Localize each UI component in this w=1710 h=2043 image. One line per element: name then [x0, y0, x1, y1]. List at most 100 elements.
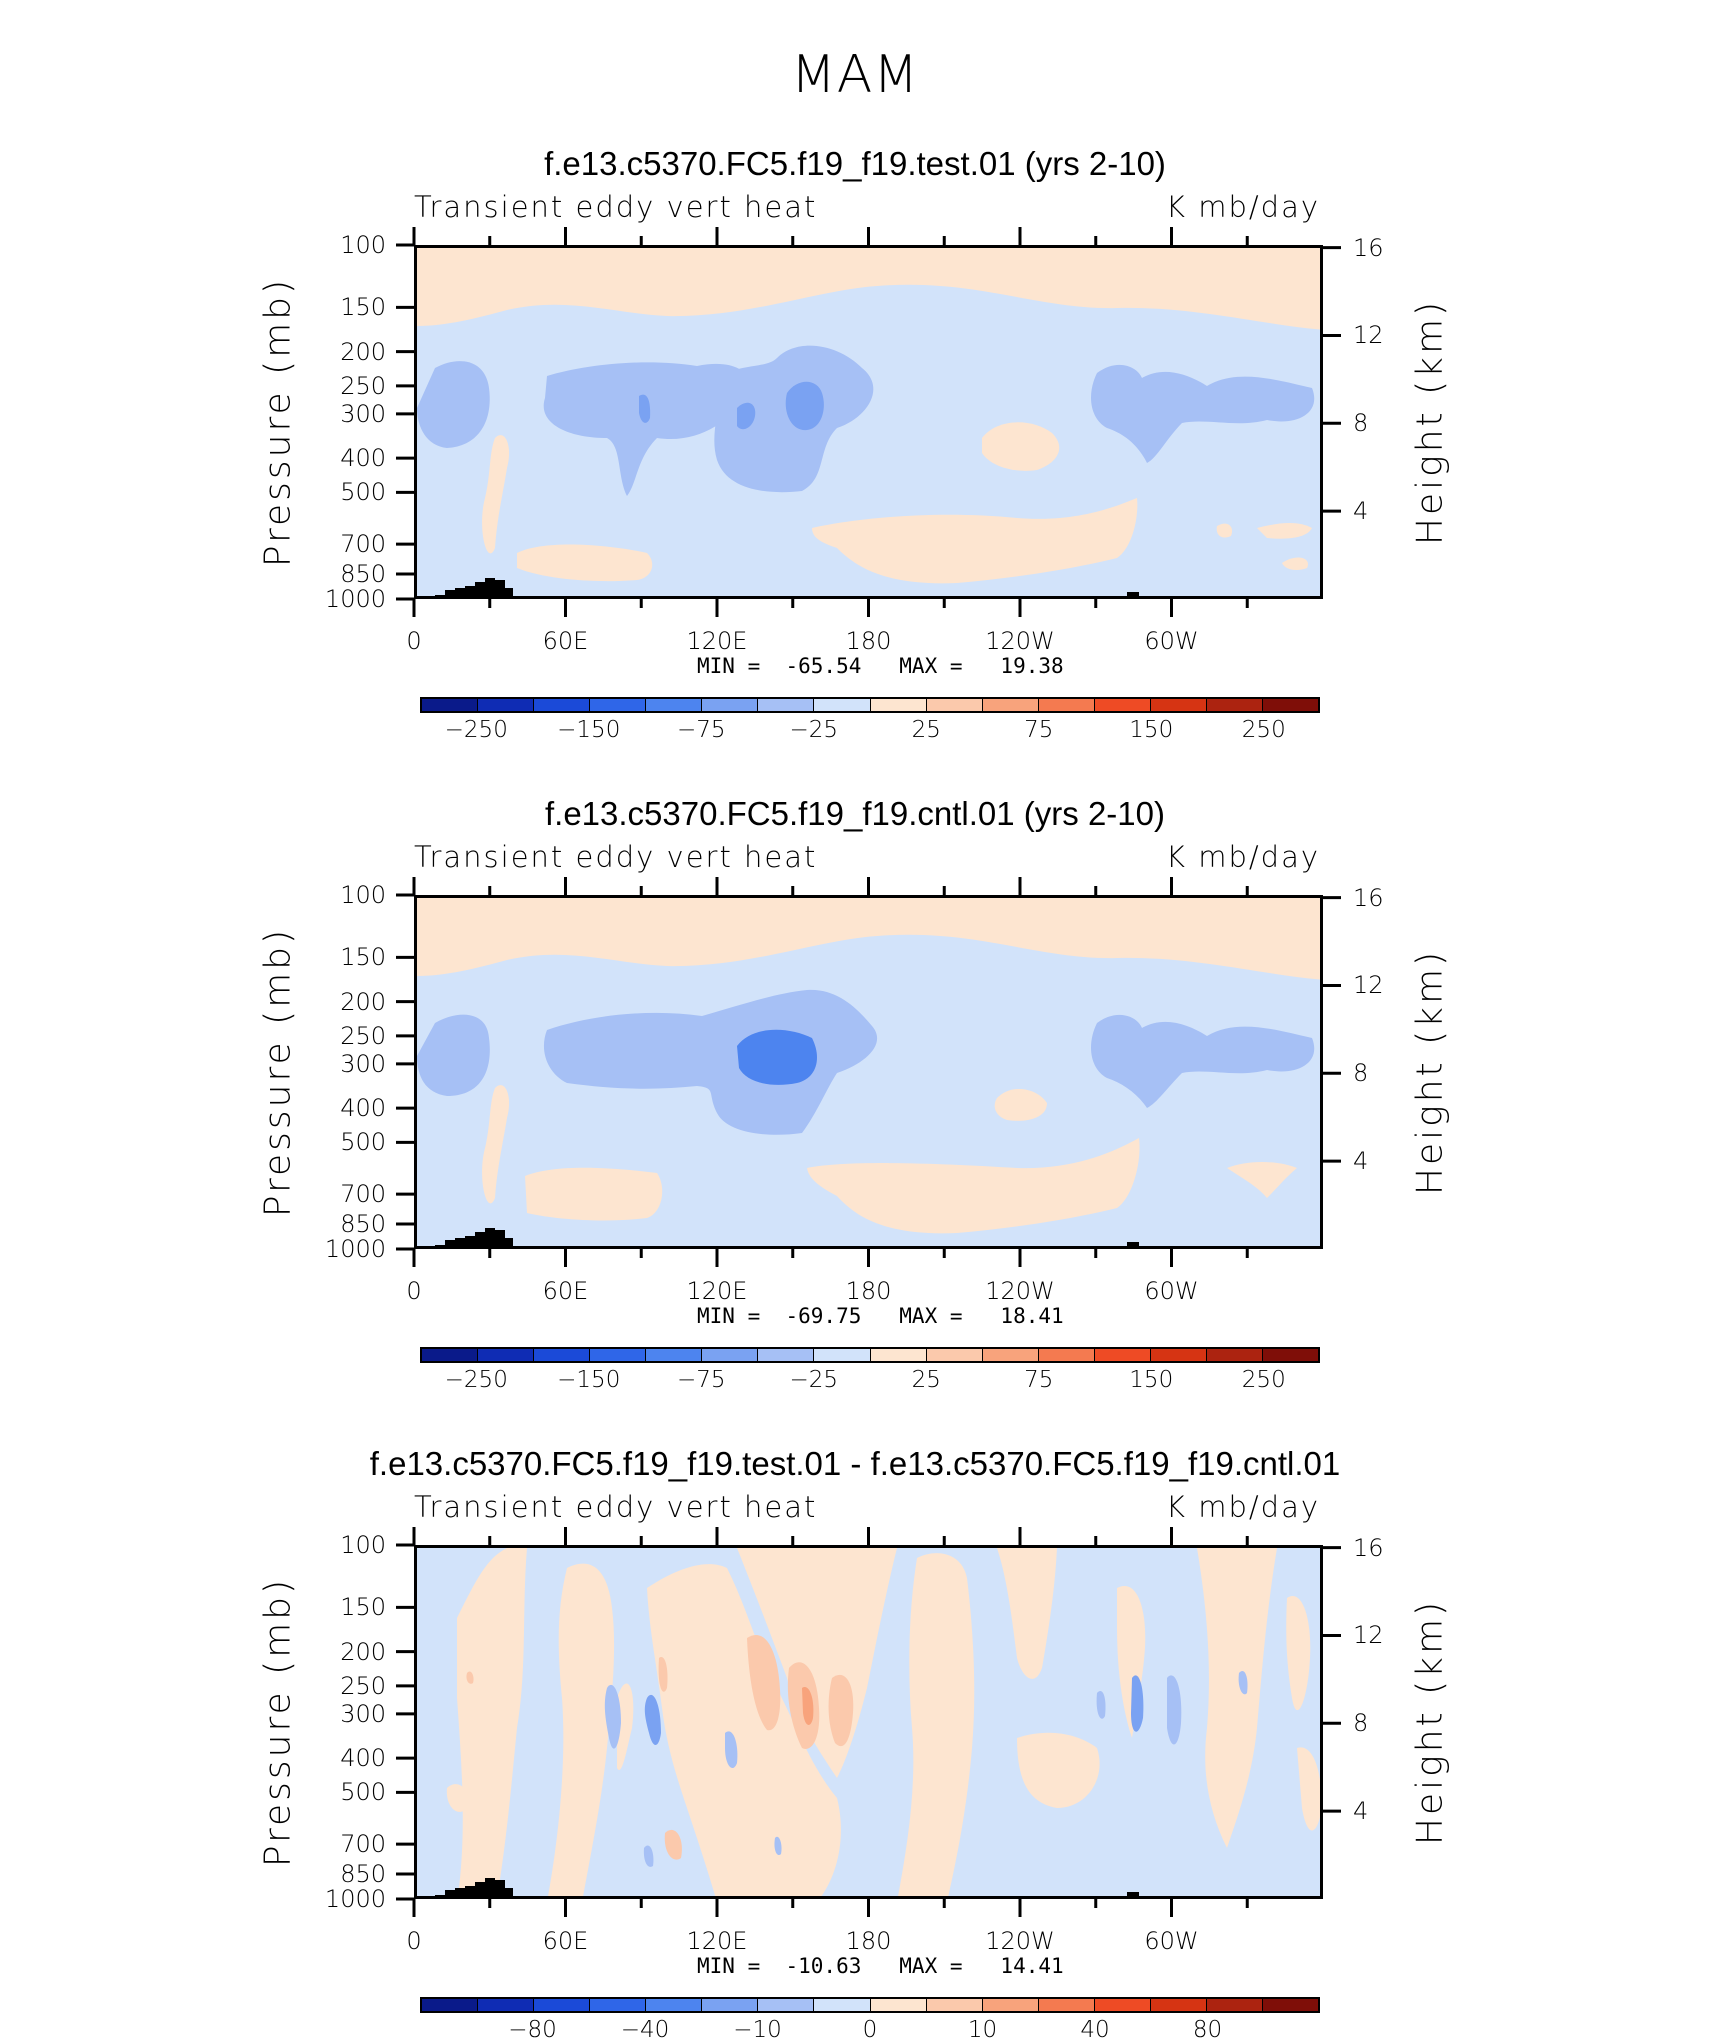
- colorbar-swatch: [870, 699, 927, 711]
- colorbar-swatch: [926, 1999, 983, 2011]
- colorbar-swatch: [758, 1349, 815, 1361]
- orography-bar: [455, 1888, 465, 1896]
- orography-bar: [435, 595, 445, 596]
- colorbar-swatch: [422, 1349, 479, 1361]
- colorbar: [420, 1347, 1320, 1363]
- x-tick-label: 60W: [1144, 627, 1199, 655]
- colorbar-label: 150: [1129, 1367, 1174, 1393]
- contour-region: [446, 1784, 468, 1812]
- x-tick-label: 120E: [686, 1277, 748, 1305]
- panel-title: f.e13.c5370.FC5.f19_f19.test.01 (yrs 2-1…: [544, 145, 1166, 182]
- x-tick-label: 60W: [1144, 1927, 1199, 1955]
- colorbar: [420, 1997, 1320, 2013]
- y-tick-label: 700: [340, 1180, 386, 1209]
- contour-region: [1167, 1675, 1182, 1745]
- y-tick-label: 400: [340, 1744, 386, 1773]
- contour-region: [994, 1088, 1047, 1121]
- orography-bar: [475, 1882, 485, 1896]
- contour-region: [417, 898, 1320, 980]
- colorbar-label: 80: [1192, 2017, 1223, 2043]
- x-tick-label: 60E: [542, 1277, 589, 1305]
- colorbar-label: 150: [1129, 717, 1174, 743]
- units-label: K mb/day: [1166, 190, 1321, 224]
- contour-region: [1257, 523, 1312, 539]
- colorbar-label: 25: [911, 1367, 941, 1393]
- colorbar-swatch: [870, 1349, 927, 1361]
- colorbar-swatch: [982, 1999, 1039, 2011]
- contour-region: [417, 248, 1320, 330]
- contour-region: [812, 498, 1138, 584]
- contour-region: [543, 362, 750, 496]
- y2-tick-label: 12: [1353, 1621, 1384, 1650]
- x-tick-label: 120E: [686, 627, 748, 655]
- y-tick-label: 300: [340, 399, 386, 428]
- colorbar-swatch: [814, 1999, 871, 2011]
- colorbar-swatch: [590, 1999, 647, 2011]
- y-tick-label: 850: [340, 560, 386, 588]
- colorbar-swatch: [1262, 699, 1318, 711]
- contour-field: [417, 1548, 1320, 1896]
- colorbar-swatch: [702, 1349, 759, 1361]
- colorbar-swatch: [1094, 1349, 1151, 1361]
- orography-bar: [445, 1890, 455, 1896]
- orography-bar: [435, 1245, 445, 1246]
- colorbar: [420, 697, 1320, 713]
- x-tick-label: 60W: [1144, 1277, 1199, 1305]
- contour-region: [747, 1634, 781, 1731]
- orography-bar: [1127, 1242, 1139, 1246]
- variable-label: Transient eddy vert heat: [414, 1490, 818, 1524]
- y-axis-label: Pressure (mb): [257, 276, 299, 568]
- y-tick-label: 500: [340, 478, 386, 507]
- contour-region: [417, 1014, 490, 1096]
- y-axis-label: Pressure (mb): [257, 926, 299, 1218]
- contour-region: [548, 1563, 615, 1896]
- contour-region: [737, 1029, 817, 1085]
- colorbar-swatch: [1094, 1999, 1151, 2011]
- orography-bar: [485, 1878, 495, 1896]
- x-tick-label: 60E: [542, 627, 589, 655]
- colorbar-swatch: [534, 1999, 591, 2011]
- colorbar-swatch: [926, 699, 983, 711]
- y-axis-label: Pressure (mb): [257, 1576, 299, 1868]
- contour-region: [1131, 1675, 1144, 1732]
- contour-region: [1096, 1690, 1106, 1719]
- contour-region: [997, 1548, 1057, 1679]
- y-tick-label: 400: [340, 1094, 386, 1123]
- contour-region: [802, 1687, 814, 1725]
- contour-region: [1216, 523, 1233, 538]
- y-tick-label: 500: [340, 1128, 386, 1157]
- contour-region: [543, 989, 878, 1135]
- x-tick-label: 120W: [985, 627, 1055, 655]
- y-tick-label: 300: [340, 1049, 386, 1078]
- colorbar-swatch: [1094, 699, 1151, 711]
- colorbar-swatch: [422, 699, 479, 711]
- orography-bar: [495, 1880, 505, 1896]
- y-tick-label: 300: [340, 1699, 386, 1728]
- colorbar-swatch: [1262, 1349, 1318, 1361]
- orography-bar: [445, 1240, 455, 1246]
- y-tick-label: 100: [340, 1531, 386, 1559]
- x-tick-label: 0: [406, 627, 422, 655]
- colorbar-swatch: [1150, 1999, 1207, 2011]
- y2-tick-label: 4: [1353, 497, 1369, 526]
- colorbar-label: −150: [557, 1367, 621, 1393]
- colorbar-label: 250: [1241, 717, 1286, 743]
- colorbar-label: −250: [444, 717, 508, 743]
- colorbar-label: 0: [862, 2017, 878, 2043]
- y2-tick-label: 12: [1353, 321, 1384, 350]
- contour-region: [982, 422, 1060, 471]
- y-tick-label: 100: [340, 881, 386, 909]
- orography-bar: [475, 1232, 485, 1246]
- contour-plot: [414, 1545, 1323, 1899]
- orography-bar: [495, 580, 505, 596]
- y2-tick-label: 16: [1353, 883, 1384, 912]
- y-tick-label: 700: [340, 530, 386, 559]
- y-tick-label: 850: [340, 1860, 386, 1888]
- colorbar-label: −40: [620, 2017, 670, 2043]
- colorbar-label: 250: [1241, 1367, 1286, 1393]
- colorbar-swatch: [646, 1349, 703, 1361]
- colorbar-swatch: [926, 1349, 983, 1361]
- colorbar-swatch: [982, 699, 1039, 711]
- orography-bar: [465, 1886, 475, 1896]
- variable-label: Transient eddy vert heat: [414, 840, 818, 874]
